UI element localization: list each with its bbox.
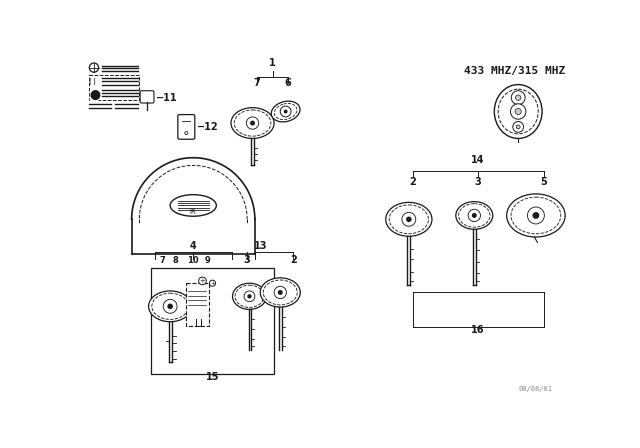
- Text: 8: 8: [173, 256, 179, 265]
- Circle shape: [278, 290, 283, 295]
- Text: IR: IR: [190, 209, 196, 215]
- Ellipse shape: [271, 101, 300, 122]
- Circle shape: [280, 106, 291, 117]
- Text: 15: 15: [205, 372, 220, 382]
- Ellipse shape: [231, 108, 274, 138]
- Text: 9: 9: [204, 256, 210, 265]
- Text: 3: 3: [244, 255, 250, 265]
- Text: 13: 13: [253, 241, 267, 250]
- Text: 10: 10: [188, 256, 199, 265]
- Circle shape: [532, 212, 540, 219]
- Text: 6: 6: [285, 78, 291, 88]
- Ellipse shape: [494, 85, 542, 138]
- Text: 00/08/81: 00/08/81: [519, 386, 553, 392]
- Text: 7: 7: [159, 256, 165, 265]
- Circle shape: [511, 104, 526, 119]
- Text: 5: 5: [540, 177, 547, 187]
- Circle shape: [472, 213, 477, 218]
- Text: 3: 3: [475, 177, 481, 187]
- Ellipse shape: [507, 194, 565, 237]
- Text: 433 MHZ/315 MHZ: 433 MHZ/315 MHZ: [464, 66, 565, 76]
- Circle shape: [168, 304, 173, 309]
- Bar: [186, 283, 209, 326]
- Circle shape: [515, 108, 521, 115]
- Circle shape: [247, 294, 252, 298]
- Circle shape: [250, 121, 255, 125]
- Ellipse shape: [232, 283, 266, 310]
- Ellipse shape: [148, 291, 192, 322]
- Circle shape: [406, 216, 412, 222]
- Circle shape: [284, 110, 287, 113]
- Ellipse shape: [260, 278, 300, 307]
- Text: 16: 16: [472, 324, 485, 335]
- FancyBboxPatch shape: [140, 90, 154, 103]
- Text: +: +: [210, 281, 215, 286]
- Bar: [151, 268, 274, 374]
- Text: █: █: [90, 90, 98, 101]
- Text: 14: 14: [472, 155, 485, 165]
- Text: ⬤: ⬤: [90, 90, 100, 100]
- Text: −12: −12: [197, 122, 219, 132]
- Circle shape: [515, 95, 521, 100]
- Text: 2: 2: [410, 177, 416, 187]
- Text: 7: 7: [254, 78, 260, 88]
- Circle shape: [209, 280, 216, 286]
- Circle shape: [402, 212, 416, 226]
- Bar: [90, 75, 139, 100]
- Circle shape: [468, 209, 481, 222]
- Circle shape: [516, 125, 520, 129]
- Text: I I: I I: [90, 78, 96, 87]
- Ellipse shape: [386, 202, 432, 236]
- Circle shape: [244, 291, 255, 302]
- Text: −11: −11: [156, 94, 178, 103]
- FancyBboxPatch shape: [178, 115, 195, 139]
- Circle shape: [246, 117, 259, 129]
- Circle shape: [198, 277, 206, 285]
- Circle shape: [163, 299, 177, 313]
- Ellipse shape: [170, 195, 216, 216]
- Text: +: +: [200, 278, 205, 284]
- Circle shape: [527, 207, 545, 224]
- Circle shape: [511, 90, 525, 104]
- Circle shape: [513, 121, 524, 132]
- Text: 4: 4: [190, 241, 196, 250]
- Ellipse shape: [456, 202, 493, 229]
- Circle shape: [274, 286, 287, 299]
- Text: 1: 1: [269, 58, 276, 68]
- Text: 2: 2: [290, 255, 297, 265]
